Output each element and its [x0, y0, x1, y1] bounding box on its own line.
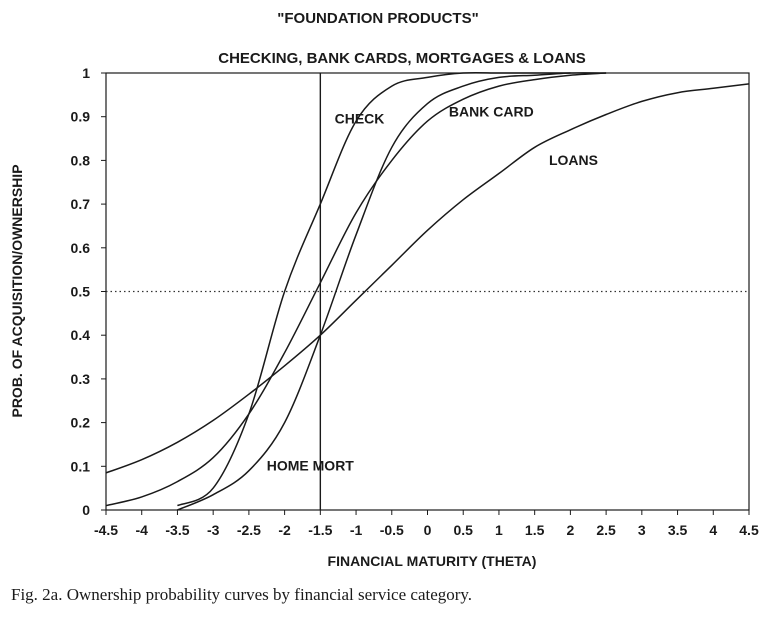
x-tick-label: -2.5 [237, 522, 261, 538]
series-labels: CHECK BANK CARD LOANS HOME MORT [267, 104, 598, 474]
y-axis-label: PROB. OF ACQUISITION/OWNERSHIP [9, 164, 25, 417]
x-tick-label: 2.5 [596, 522, 616, 538]
x-tick-label: 0.5 [453, 522, 473, 538]
curves [105, 71, 750, 511]
x-tick-label: 1 [495, 522, 503, 538]
x-tick-label: -0.5 [380, 522, 404, 538]
chart-title: "FOUNDATION PRODUCTS" [277, 10, 478, 27]
figure-caption: Fig. 2a. Ownership probability curves by… [11, 585, 472, 604]
y-tick-label: 0.2 [71, 415, 91, 431]
plot-frame [105, 72, 750, 511]
check-curve [177, 71, 571, 507]
y-axis-ticks: 0 0.1 0.2 0.3 0.4 0.5 0.6 0.7 0.8 0.9 1 [71, 65, 106, 518]
x-tick-label: -1 [350, 522, 363, 538]
x-tick-label: 4.5 [739, 522, 759, 538]
chart-subtitle: CHECKING, BANK CARDS, MORTGAGES & LOANS [218, 50, 586, 67]
x-tick-label: -3.5 [165, 522, 189, 538]
y-tick-label: 0 [82, 502, 90, 518]
x-tick-label: -1.5 [308, 522, 332, 538]
y-tick-label: 0.1 [71, 458, 91, 474]
x-tick-label: 3 [638, 522, 646, 538]
bank-card-label: BANK CARD [449, 104, 534, 120]
y-tick-label: 0.9 [71, 109, 91, 125]
home-mort-label: HOME MORT [267, 458, 355, 474]
reference-lines [106, 73, 749, 510]
y-tick-label: 1 [82, 65, 90, 81]
x-tick-label: 1.5 [525, 522, 545, 538]
y-tick-label: 0.8 [71, 152, 91, 168]
bank-card-curve [105, 72, 607, 507]
x-tick-label: -4.5 [94, 522, 118, 538]
x-tick-label: -2 [278, 522, 291, 538]
y-tick-label: 0.4 [71, 327, 91, 343]
x-tick-label: 2 [566, 522, 574, 538]
x-tick-label: 3.5 [668, 522, 688, 538]
x-tick-label: 4 [709, 522, 717, 538]
loans-curve [105, 83, 750, 474]
x-tick-label: 0 [424, 522, 432, 538]
y-tick-label: 0.5 [71, 284, 91, 300]
check-label: CHECK [335, 110, 385, 126]
y-tick-label: 0.7 [71, 196, 91, 212]
x-tick-label: -4 [135, 522, 148, 538]
x-tick-label: -3 [207, 522, 220, 538]
home-mort-curve [177, 72, 607, 511]
x-axis-label: FINANCIAL MATURITY (THETA) [328, 553, 537, 569]
y-tick-label: 0.3 [71, 371, 91, 387]
loans-label: LOANS [549, 152, 598, 168]
y-tick-label: 0.6 [71, 240, 91, 256]
plot-area: 0 0.1 0.2 0.3 0.4 0.5 0.6 0.7 0.8 0.9 1 -4.5 -4 -3.5… [71, 65, 759, 538]
x-axis-ticks: -4.5 -4 -3.5 -3 -2.5 -2 -1.5 -1 -0.5 0 0.5 1 1.5 2 2.5… [94, 510, 759, 538]
